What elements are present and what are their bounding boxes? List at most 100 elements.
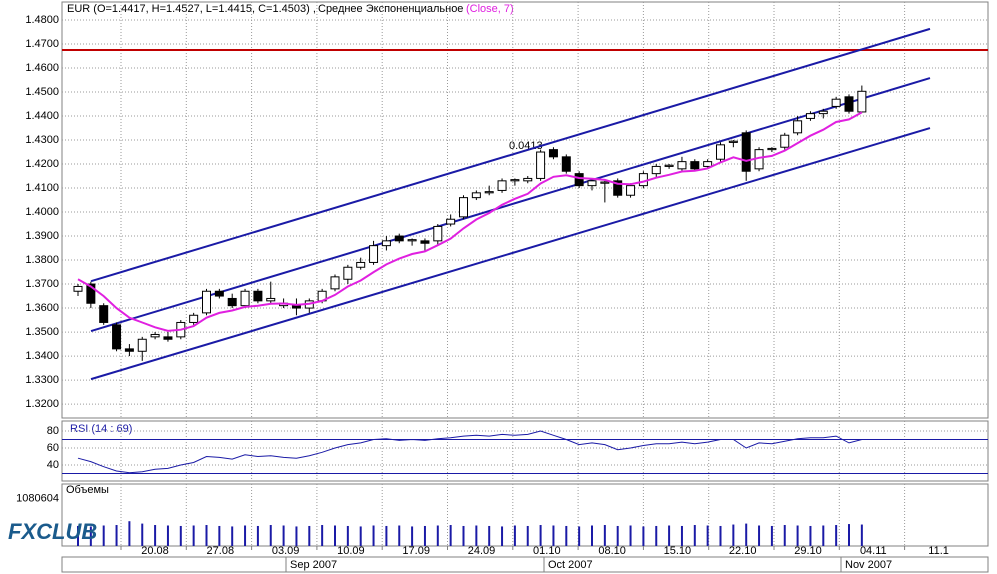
- candle-body: [420, 240, 430, 244]
- channel-line: [90, 27, 931, 283]
- candle-body: [394, 235, 404, 242]
- candle-body: [407, 239, 417, 242]
- candle-body: [73, 285, 83, 292]
- candle-body: [227, 297, 237, 307]
- x-tick-label: 29.10: [794, 545, 822, 557]
- candle-body: [99, 305, 109, 323]
- y-tick-label: 1.4300: [25, 134, 59, 146]
- month-strip: [61, 556, 989, 573]
- x-tick-label: 27.08: [207, 545, 235, 557]
- y-tick-label: 1.3500: [25, 326, 59, 338]
- candle-body: [844, 96, 854, 112]
- candle-body: [150, 333, 160, 338]
- channel-line: [90, 127, 931, 381]
- volume-title: Объемы: [66, 484, 109, 496]
- candle-body: [356, 261, 366, 268]
- candle-body: [202, 290, 211, 314]
- y-tick-label: 1.4200: [25, 158, 59, 170]
- y-tick-label: 80: [47, 425, 59, 437]
- y-tick-label: 1.4600: [25, 62, 59, 74]
- x-tick-label: 20.08: [141, 545, 169, 557]
- x-tick-label: 01.10: [533, 545, 561, 557]
- y-tick-label: 1.4400: [25, 110, 59, 122]
- rsi-line: [77, 430, 863, 474]
- y-tick-label: 1.4800: [25, 14, 59, 26]
- y-tick-label: 1.3800: [25, 254, 59, 266]
- candle-body: [112, 324, 122, 350]
- candle-body: [446, 218, 456, 225]
- candle-body: [86, 283, 96, 304]
- candle-body: [433, 225, 443, 242]
- candle-body: [638, 173, 648, 187]
- candle-body: [818, 110, 828, 115]
- y-tick-label: 1.3900: [25, 230, 59, 242]
- candle-body: [510, 179, 520, 182]
- month-label: Oct 2007: [548, 559, 593, 571]
- y-tick-label: 60: [47, 442, 59, 454]
- y-tick-label: 1.3700: [25, 278, 59, 290]
- candle-body: [459, 197, 468, 218]
- candle-body: [330, 276, 340, 290]
- y-tick-label: 1.4700: [25, 38, 59, 50]
- candle-body: [369, 245, 379, 263]
- y-tick-label: 1.3400: [25, 350, 59, 362]
- candle-body: [497, 180, 507, 191]
- rsi-title: RSI (14 : 69): [70, 423, 132, 435]
- candle-body: [613, 180, 623, 196]
- logo: FXCLUB: [8, 519, 97, 544]
- y-tick-label: 1.4100: [25, 182, 59, 194]
- candle-body: [253, 290, 263, 302]
- candle-body: [189, 314, 199, 323]
- candle-body: [523, 177, 533, 182]
- y-tick-label: 1.4000: [25, 206, 59, 218]
- candle-body: [137, 338, 147, 352]
- candle-body: [857, 90, 867, 113]
- candle-body: [716, 144, 725, 160]
- candle-body: [484, 191, 494, 194]
- candle-body: [343, 266, 353, 280]
- indicator-params: (Close, 7): [466, 3, 514, 15]
- candle-body: [266, 297, 276, 302]
- candle-body: [793, 120, 803, 134]
- candle-body: [587, 180, 597, 187]
- candle-body: [690, 161, 700, 170]
- ema-line: [77, 111, 863, 332]
- x-tick-label: 17.09: [402, 545, 430, 557]
- candle-body: [471, 192, 481, 199]
- candle-body: [291, 305, 301, 309]
- candle-body: [626, 185, 636, 196]
- candle-body: [124, 348, 134, 352]
- y-tick-label: 1.3200: [25, 398, 59, 410]
- candle-body: [536, 151, 546, 179]
- candle-body: [805, 113, 815, 119]
- candle-body: [677, 161, 687, 170]
- title: EUR (O=1.4417, H=1.4527, L=1.4415, C=1.4…: [67, 3, 316, 15]
- x-tick-label: 11.1: [928, 545, 949, 557]
- x-tick-label: 24.09: [468, 545, 496, 557]
- x-tick-label: 15.10: [664, 545, 692, 557]
- candle-body: [703, 161, 713, 167]
- x-tick-label: 22.10: [729, 545, 757, 557]
- y-tick-label: 1.3600: [25, 302, 59, 314]
- candle-body: [664, 164, 674, 167]
- candle-body: [214, 290, 224, 297]
- x-tick-label: 04.11: [860, 545, 887, 557]
- y-tick-label: 1.3300: [25, 374, 59, 386]
- candle-body: [780, 134, 790, 148]
- rsi-panel: [61, 420, 989, 482]
- month-label: Sep 2007: [290, 559, 337, 571]
- month-label: Nov 2007: [845, 559, 892, 571]
- candle-body: [741, 132, 751, 172]
- y-tick-label: 40: [47, 459, 59, 471]
- x-tick-label: 08.10: [598, 545, 626, 557]
- candle-body: [240, 290, 250, 307]
- indicator-name: Среднее Экспоненциальное: [318, 3, 463, 15]
- x-tick-label: 03.09: [272, 545, 300, 557]
- candle-body: [767, 147, 777, 151]
- candle-body: [600, 181, 610, 184]
- candle-body: [728, 140, 738, 143]
- candle-body: [651, 165, 661, 175]
- x-tick-label: 10.09: [337, 545, 365, 557]
- y-tick-label: 1.4500: [25, 86, 59, 98]
